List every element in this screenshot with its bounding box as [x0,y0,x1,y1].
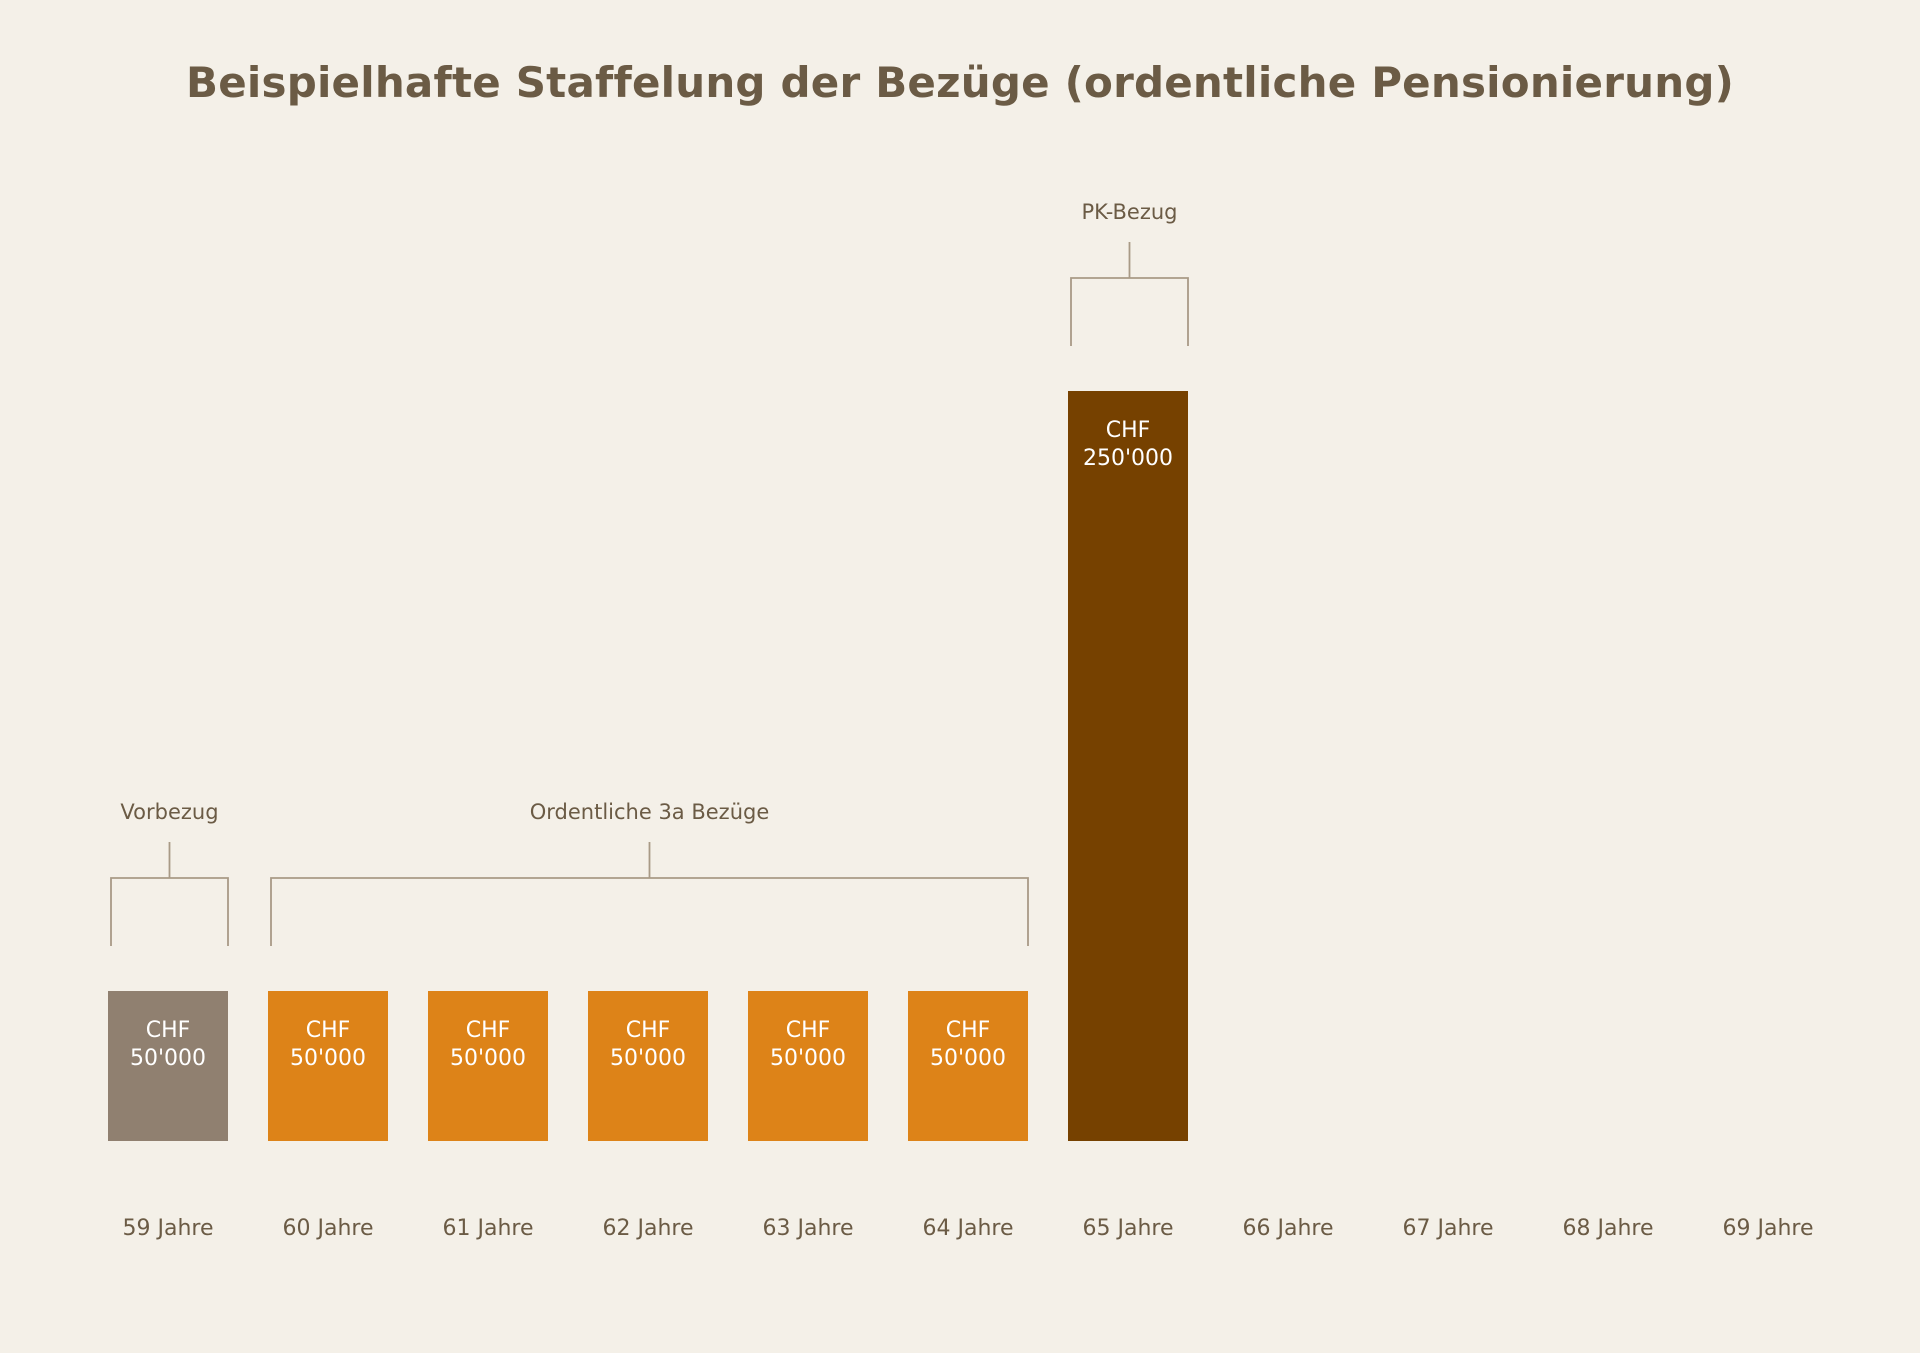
bar [108,991,228,1141]
bar-currency-label: CHF [466,1018,511,1043]
x-tick-label: 69 Jahre [1723,1216,1814,1241]
chart-title: Beispielhafte Staffelung der Bezüge (ord… [186,58,1734,107]
group-label: PK-Bezug [1081,200,1177,224]
bar-value-label: 250'000 [1083,446,1173,471]
x-tick-label: 67 Jahre [1403,1216,1494,1241]
bar-currency-label: CHF [306,1018,351,1043]
bar-value-label: 50'000 [930,1046,1006,1071]
bar-value-label: 50'000 [770,1046,846,1071]
x-tick-label: 61 Jahre [443,1216,534,1241]
bar-value-label: 50'000 [290,1046,366,1071]
bar-currency-label: CHF [786,1018,831,1043]
bar-currency-label: CHF [626,1018,671,1043]
bar [588,991,708,1141]
bar-value-label: 50'000 [130,1046,206,1071]
x-tick-label: 65 Jahre [1083,1216,1174,1241]
bar-value-label: 50'000 [610,1046,686,1071]
bar [908,991,1028,1141]
x-tick-label: 63 Jahre [763,1216,854,1241]
x-tick-label: 68 Jahre [1563,1216,1654,1241]
group-label: Ordentliche 3a Bezüge [530,800,770,824]
bar [428,991,548,1141]
x-tick-label: 64 Jahre [923,1216,1014,1241]
x-tick-label: 59 Jahre [123,1216,214,1241]
group-bracket [1070,242,1189,346]
bar [1068,391,1188,1141]
x-tick-label: 60 Jahre [283,1216,374,1241]
group-label: Vorbezug [120,800,218,824]
bar [268,991,388,1141]
x-tick-label: 66 Jahre [1243,1216,1334,1241]
bar-currency-label: CHF [946,1018,991,1043]
group-bracket [270,842,1029,946]
bar [748,991,868,1141]
bar-currency-label: CHF [1106,418,1151,443]
group-bracket [110,842,229,946]
x-tick-label: 62 Jahre [603,1216,694,1241]
bar-value-label: 50'000 [450,1046,526,1071]
bar-currency-label: CHF [146,1018,191,1043]
